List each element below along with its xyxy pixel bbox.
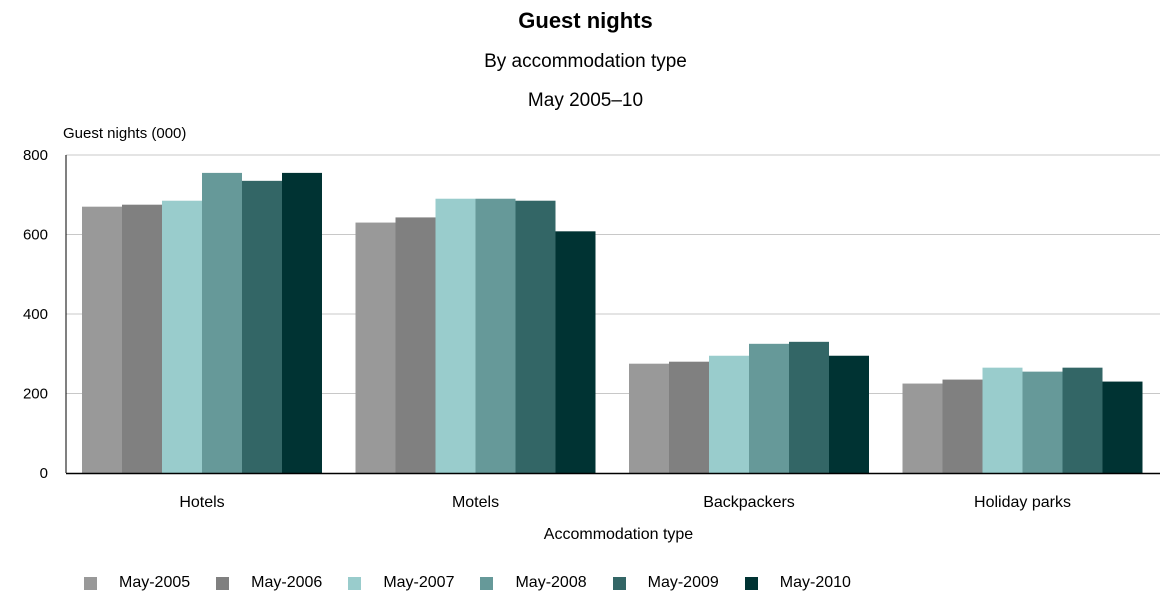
legend-item: May-2007 — [348, 572, 454, 594]
x-tick-label: Holiday parks — [974, 494, 1071, 511]
legend-label: May-2006 — [251, 574, 323, 591]
bar — [789, 341, 829, 473]
legend-item: May-2010 — [744, 572, 851, 594]
legend-item: May-2005 — [84, 572, 190, 594]
bar — [829, 355, 869, 473]
legend-swatch — [612, 576, 626, 590]
legend-label: May-2010 — [779, 574, 851, 591]
bar — [82, 206, 122, 474]
bar — [282, 172, 322, 473]
bar — [435, 198, 476, 473]
bar — [1062, 367, 1103, 473]
bar — [162, 200, 202, 473]
bar — [942, 379, 983, 473]
bar — [395, 217, 436, 473]
legend-label: May-2009 — [647, 574, 719, 591]
legend-item: May-2009 — [612, 572, 719, 594]
legend-swatch — [84, 576, 97, 590]
y-tick-label: 600 — [23, 227, 48, 244]
x-axis-label: Accommodation type — [543, 526, 694, 543]
legend-label: May-2005 — [119, 574, 191, 591]
legend-label: May-2008 — [515, 574, 587, 591]
bar — [515, 200, 556, 473]
bar — [749, 343, 789, 473]
bar — [982, 367, 1023, 473]
bar — [629, 363, 669, 473]
axes — [65, 155, 1160, 475]
legend-swatch — [348, 576, 362, 590]
bar — [475, 198, 516, 473]
x-tick-label: Backpackers — [703, 494, 795, 511]
y-axis-label: Guest nights (000) — [63, 125, 187, 142]
bar — [669, 361, 709, 473]
bars — [82, 172, 1143, 474]
bar — [709, 355, 749, 473]
legend-item: May-2008 — [480, 572, 587, 594]
legend-item: May-2006 — [216, 572, 322, 594]
y-tick-label: 800 — [23, 147, 48, 164]
x-tick-label: Hotels — [179, 494, 224, 511]
bar — [355, 222, 396, 473]
y-axis-ticks: 0 200 400 600 800 — [23, 147, 48, 482]
bar — [555, 231, 596, 473]
chart-title: Guest nights — [518, 8, 653, 33]
bar — [902, 383, 943, 473]
bar — [1102, 381, 1143, 473]
bar — [202, 172, 242, 473]
y-tick-label: 400 — [23, 306, 48, 323]
legend-swatch — [480, 576, 494, 590]
y-tick-label: 0 — [40, 465, 48, 482]
legend-swatch — [744, 576, 758, 590]
legend-swatch — [216, 576, 230, 590]
bar — [242, 180, 282, 473]
chart-period: May 2005–10 — [527, 90, 644, 111]
legend: May-2005 May-2006 May-2007 May-2008 May-2009… — [84, 572, 877, 594]
x-axis-ticks: Hotels Motels Backpackers Holiday parks — [179, 494, 1071, 511]
legend-label: May-2007 — [383, 574, 455, 591]
chart-subtitle: By accommodation type — [484, 51, 687, 72]
x-tick-label: Motels — [452, 494, 499, 511]
bar — [1022, 371, 1063, 473]
bar — [122, 204, 162, 473]
y-tick-label: 200 — [23, 386, 48, 403]
